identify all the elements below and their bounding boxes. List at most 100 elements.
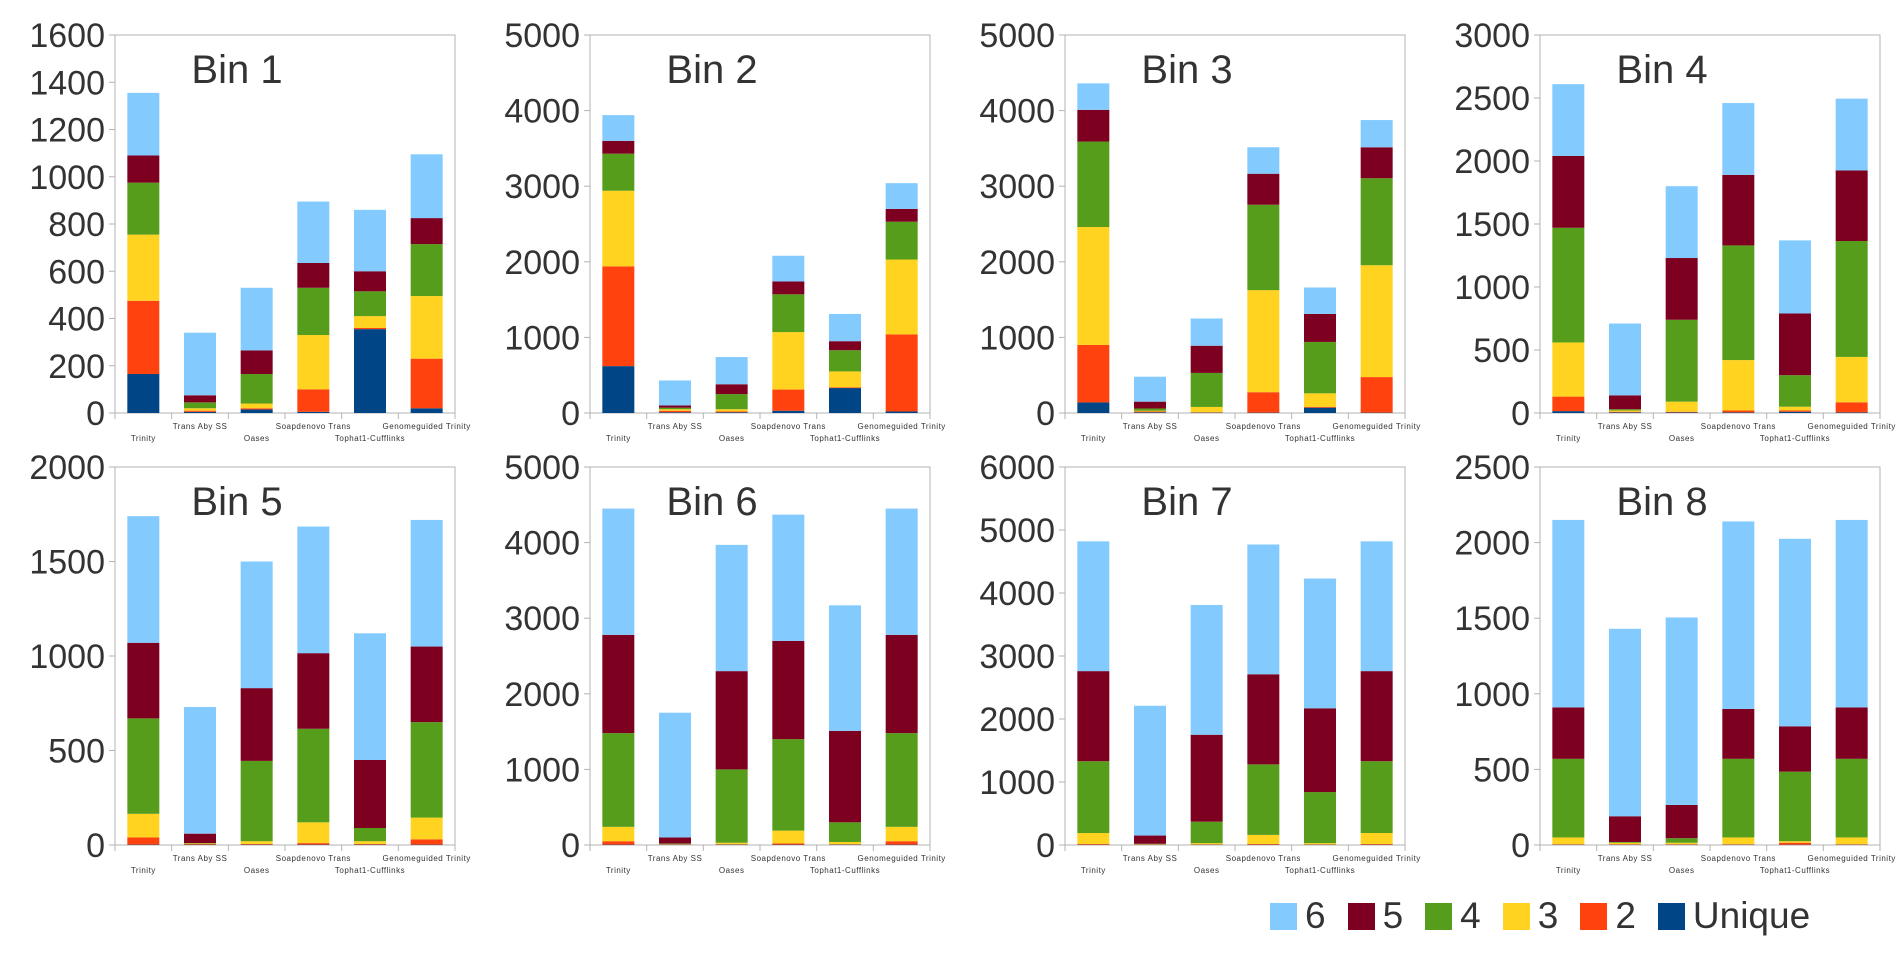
bar-segment-4-genomeguided-trinity	[885, 733, 918, 827]
legend-label-4: 4	[1460, 895, 1481, 936]
bar-segment-2-trans-aby-ss	[184, 410, 216, 412]
bar-segment-6-genomeguided-trinity	[885, 183, 918, 209]
bar-segment-3-genomeguided-trinity	[1360, 833, 1393, 845]
x-category-label: Soapdenovo Trans	[1701, 422, 1776, 431]
bar-segment-3-tophat1-cufflinks	[829, 371, 861, 388]
bar-segment-5-trans-aby-ss	[1134, 401, 1166, 409]
bar-segment-3-genomeguided-trinity	[885, 259, 918, 335]
bar-segment-4-trinity	[1552, 758, 1585, 838]
bar-segment-6-oases	[1665, 617, 1698, 805]
chart-bin-3: 0 1000 2000 3000 4000 5000 Trinity Trans Aby SS…	[979, 17, 1420, 443]
bar-segment-4-trinity	[1552, 227, 1585, 343]
bar-segment-6-oases	[715, 357, 748, 385]
bar-segment-3-trans-aby-ss	[659, 409, 691, 411]
y-tick-label: 5000	[979, 512, 1055, 550]
y-tick-label: 6000	[979, 449, 1055, 487]
bar-segment-unique-tophat1-cufflinks	[1779, 411, 1811, 413]
legend-swatch-2	[1580, 902, 1608, 930]
bar-segment-3-oases	[715, 842, 748, 845]
legend-item-6: 6	[1270, 895, 1326, 937]
y-tick-label: 1000	[979, 764, 1055, 802]
bar-segment-2-trans-aby-ss	[1609, 411, 1641, 413]
bar-segment-6-oases	[1190, 318, 1223, 346]
bar-segment-unique-tophat1-cufflinks	[354, 329, 386, 413]
bar-segment-3-trans-aby-ss	[184, 843, 216, 845]
bar-segment-4-oases	[1665, 838, 1698, 843]
bar-segment-4-trinity	[1077, 761, 1110, 834]
chart-title: Bin 2	[666, 48, 757, 92]
bar-segment-3-soapdenovo-trans	[297, 335, 330, 390]
x-category-label: Trans Aby SS	[648, 422, 703, 431]
bar-segment-5-oases	[1190, 734, 1223, 822]
x-category-label: Trans Aby SS	[173, 854, 228, 863]
bar-segment-5-trinity	[1077, 109, 1110, 142]
bar-segment-3-genomeguided-trinity	[885, 826, 918, 842]
legend-swatch-unique	[1657, 902, 1685, 930]
bar-segment-6-tophat1-cufflinks	[354, 633, 386, 760]
bar-segment-3-trinity	[127, 813, 160, 838]
y-tick-label: 1400	[29, 64, 105, 102]
y-tick-label: 3000	[1454, 17, 1530, 55]
bar-segment-unique-trinity	[1552, 411, 1585, 413]
bar-segment-6-trinity	[127, 516, 160, 643]
x-category-label: Oases	[244, 866, 270, 875]
x-category-label: Trinity	[606, 434, 631, 443]
bar-segment-6-tophat1-cufflinks	[1779, 538, 1811, 727]
bar-segment-5-soapdenovo-trans	[772, 281, 805, 295]
bar-segment-5-genomeguided-trinity	[1360, 147, 1393, 179]
bar-segment-5-soapdenovo-trans	[1247, 173, 1280, 205]
x-category-label: Genomeguided Trinity	[1808, 422, 1896, 431]
bar-segment-4-trinity	[127, 182, 160, 235]
y-tick-label: 500	[1473, 751, 1530, 789]
chart-title: Bin 6	[666, 480, 757, 524]
bar-segment-4-trans-aby-ss	[184, 402, 216, 409]
bar-segment-5-soapdenovo-trans	[1247, 674, 1280, 765]
x-category-label: Soapdenovo Trans	[751, 854, 826, 863]
bar-segment-5-tophat1-cufflinks	[354, 759, 386, 828]
bar-segment-2-genomeguided-trinity	[1360, 844, 1393, 845]
x-category-label: Trans Aby SS	[1598, 422, 1653, 431]
bar-segment-4-soapdenovo-trans	[772, 739, 805, 831]
bar-segment-4-tophat1-cufflinks	[829, 822, 861, 842]
bar-segment-4-trans-aby-ss	[1609, 409, 1641, 411]
bar-segment-5-oases	[1665, 804, 1698, 839]
chart-bin-6: 0 1000 2000 3000 4000 5000 Trinity Trans Aby SS…	[504, 449, 945, 875]
y-tick-label: 2500	[1454, 80, 1530, 118]
bar-segment-6-genomeguided-trinity	[410, 154, 443, 219]
bar-segment-5-soapdenovo-trans	[1722, 708, 1755, 759]
bar-segment-6-trans-aby-ss	[1134, 705, 1166, 836]
y-tick-label: 200	[48, 348, 105, 386]
bar-segment-5-genomeguided-trinity	[410, 218, 443, 245]
x-category-label: Trans Aby SS	[1123, 854, 1178, 863]
bar-segment-3-trinity	[602, 190, 635, 267]
bar-segment-6-soapdenovo-trans	[772, 255, 805, 282]
bar-segment-5-oases	[240, 688, 273, 761]
bar-segment-3-trinity	[1552, 837, 1585, 845]
bar-segment-4-trinity	[602, 733, 635, 827]
bar-segment-5-tophat1-cufflinks	[1304, 313, 1336, 342]
bar-segment-4-genomeguided-trinity	[410, 244, 443, 297]
y-tick-label: 3000	[504, 600, 580, 638]
bar-segment-4-tophat1-cufflinks	[1779, 771, 1811, 842]
bar-segment-6-genomeguided-trinity	[410, 519, 443, 647]
bar-segment-2-soapdenovo-trans	[297, 389, 330, 412]
y-tick-label: 1000	[29, 159, 105, 197]
bar-segment-unique-trinity	[602, 366, 635, 413]
y-tick-label: 5000	[504, 17, 580, 55]
bar-segment-6-soapdenovo-trans	[1722, 103, 1755, 175]
bar-segment-6-trans-aby-ss	[1134, 376, 1166, 402]
legend-label-5: 5	[1382, 895, 1404, 936]
chart-title: Bin 5	[191, 480, 282, 524]
bar-segment-6-tophat1-cufflinks	[1304, 578, 1336, 709]
bar-segment-3-tophat1-cufflinks	[1304, 843, 1336, 845]
legend-item-3: 3	[1502, 895, 1558, 937]
y-tick-label: 2000	[504, 244, 580, 282]
x-category-label: Oases	[244, 434, 270, 443]
bar-segment-3-trans-aby-ss	[1609, 410, 1641, 412]
y-tick-label: 4000	[979, 575, 1055, 613]
x-category-label: Trinity	[131, 434, 156, 443]
legend-label-6: 6	[1305, 895, 1326, 936]
bar-segment-6-trinity	[1077, 541, 1110, 672]
bar-segment-6-tophat1-cufflinks	[829, 605, 861, 731]
bar-segment-6-genomeguided-trinity	[1835, 98, 1868, 171]
